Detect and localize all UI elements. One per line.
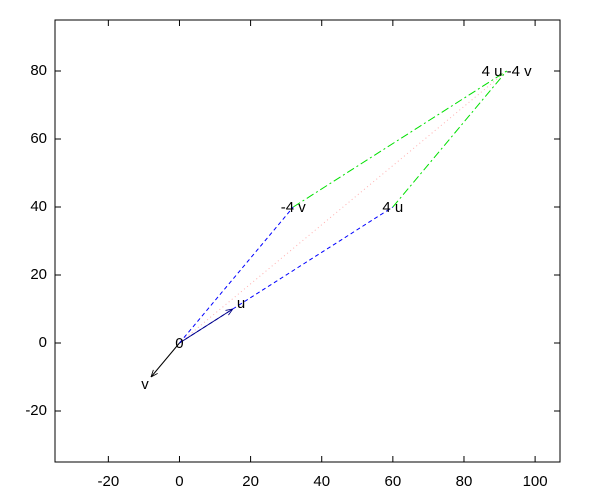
y-tick-label: 40 [30,198,47,215]
y-tick-label: -20 [25,402,47,419]
point-label: u [237,295,245,312]
point-label: 0 [175,335,183,352]
y-tick-label: 80 [30,62,47,79]
x-tick-label: 40 [313,473,330,490]
point-label: 4 u -4 v [482,63,533,80]
point-label: 4 u [382,199,403,216]
x-tick-label: -20 [98,473,120,490]
vector-line [392,70,508,208]
point-label: -4 v [281,199,307,216]
vector-line [179,309,232,344]
y-tick-label: 0 [39,334,47,351]
plot-frame [54,19,561,463]
x-tick-label: 20 [242,473,259,490]
x-tick-label: 80 [456,473,473,490]
vector-line [293,70,507,208]
vector-line [151,342,180,377]
x-tick-label: 0 [175,473,183,490]
vector-line [179,206,294,344]
y-tick-label: 60 [30,130,47,147]
x-tick-label: 60 [385,473,402,490]
point-label: v [141,376,149,393]
vector-line [179,70,507,344]
x-tick-label: 100 [523,473,548,490]
y-tick-label: 20 [30,266,47,283]
